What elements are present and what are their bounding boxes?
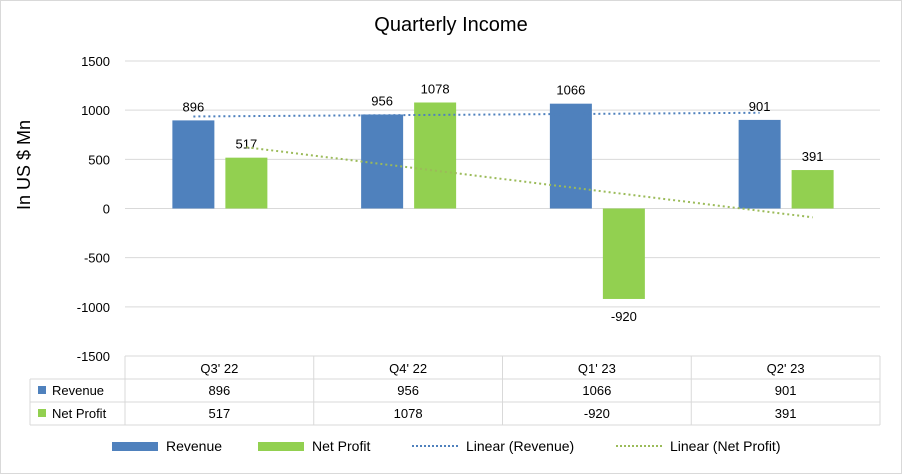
x-tick-label: Q4' 22 <box>389 361 427 376</box>
table-cell: 1066 <box>582 383 611 398</box>
data-label: -920 <box>611 309 637 324</box>
legend: Revenue Net Profit Linear (Revenue) Line… <box>0 438 902 460</box>
table-legend-key <box>38 409 46 417</box>
bar-net-profit <box>602 208 645 299</box>
bar-revenue <box>361 114 404 209</box>
bar-net-profit <box>225 157 268 209</box>
table-cell: 896 <box>209 383 231 398</box>
x-tick-label: Q2' 23 <box>767 361 805 376</box>
legend-swatch-linear-revenue <box>412 445 458 447</box>
bar-net-profit <box>414 102 457 209</box>
data-label: 391 <box>802 149 824 164</box>
legend-item-revenue: Revenue <box>112 438 222 454</box>
table-row-label: Revenue <box>52 383 104 398</box>
legend-swatch-linear-net-profit <box>616 445 662 447</box>
table-cell: 391 <box>775 406 797 421</box>
y-tick-label: 1000 <box>81 103 110 118</box>
x-tick-label: Q1' 23 <box>578 361 616 376</box>
table-row-label: Net Profit <box>52 406 107 421</box>
legend-label-revenue: Revenue <box>166 438 223 454</box>
chart-title: Quarterly Income <box>374 14 528 36</box>
data-label: 901 <box>749 99 771 114</box>
legend-label-linear-revenue: Linear (Revenue) <box>466 438 575 454</box>
table-cell: 1078 <box>394 406 423 421</box>
table-cell: 956 <box>397 383 419 398</box>
y-tick-label: 0 <box>103 202 110 217</box>
data-label: 517 <box>236 137 258 152</box>
legend-item-net-profit: Net Profit <box>258 438 370 454</box>
table-cell: -920 <box>584 406 610 421</box>
table-cell: 901 <box>775 383 797 398</box>
bar-revenue <box>549 103 592 209</box>
legend-item-linear-net-profit: Linear (Net Profit) <box>616 438 780 454</box>
legend-item-linear-revenue: Linear (Revenue) <box>412 438 574 454</box>
bar-net-profit <box>791 170 834 209</box>
y-tick-label: 500 <box>88 152 110 167</box>
trendline-revenue <box>193 111 760 118</box>
y-tick-label: 1500 <box>81 54 110 69</box>
trendline-net-profit <box>246 146 813 219</box>
table-cell: 517 <box>209 406 231 421</box>
legend-label-linear-net-profit: Linear (Net Profit) <box>670 438 781 454</box>
data-label: 956 <box>371 93 393 108</box>
legend-label-net-profit: Net Profit <box>312 438 371 454</box>
y-tick-label: -500 <box>84 251 110 266</box>
x-tick-label: Q3' 22 <box>200 361 238 376</box>
y-tick-label: -1000 <box>77 300 110 315</box>
table-legend-key <box>38 386 46 394</box>
bar-revenue <box>738 119 781 209</box>
bar-revenue <box>172 120 215 209</box>
y-tick-label: -1500 <box>77 349 110 364</box>
legend-swatch-revenue <box>112 441 158 451</box>
data-label: 896 <box>183 99 205 114</box>
legend-swatch-net-profit <box>258 441 304 451</box>
data-label: 1066 <box>556 83 585 98</box>
data-label: 1078 <box>421 81 450 96</box>
